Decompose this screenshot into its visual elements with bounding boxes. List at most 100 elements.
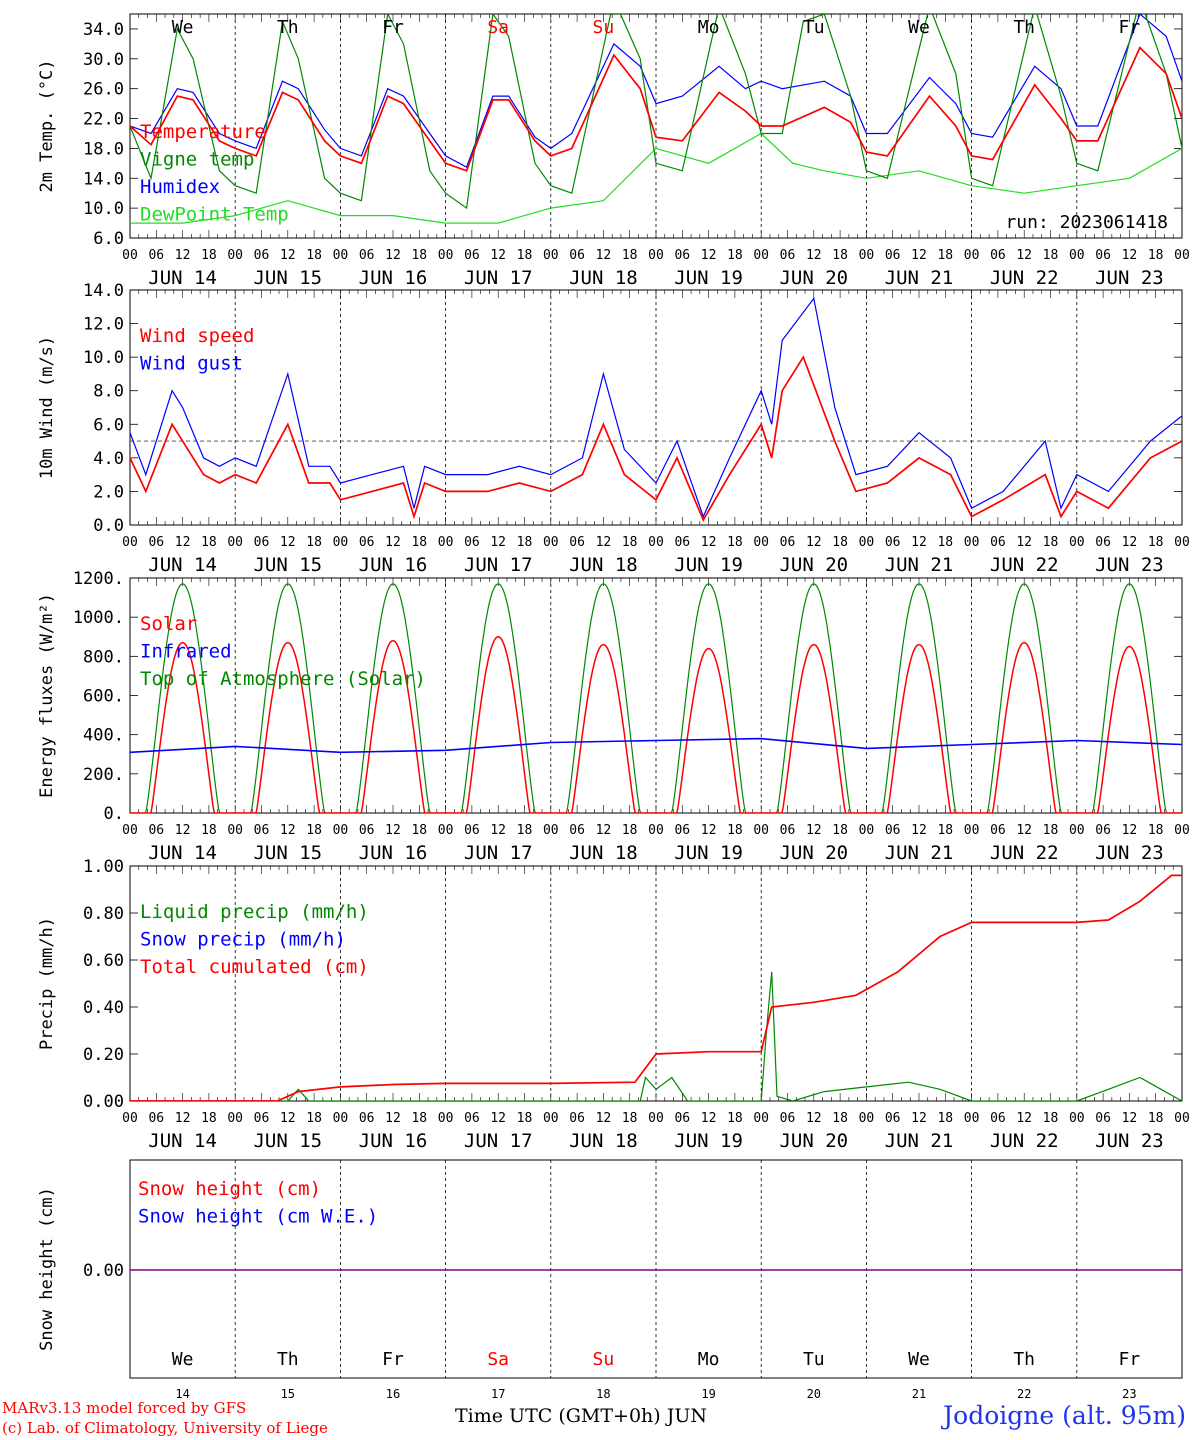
hour-tick-label: 18 [306, 535, 322, 550]
hour-tick-label: 12 [911, 1111, 927, 1126]
day-number-label: 21 [912, 1387, 926, 1401]
hour-tick-label: 00 [753, 535, 769, 550]
panel-4: 0.00 0.20 0.40 0.60 0.80 1.00 Precip (mm/h) 00 0… [37, 857, 1190, 1152]
day-number-label: 23 [1122, 1387, 1136, 1401]
hour-tick-label: 00 [1174, 248, 1190, 263]
hour-tick-label: 06 [464, 535, 480, 550]
hour-tick-label: 06 [780, 823, 796, 838]
hour-tick-label: 06 [254, 823, 270, 838]
day-number-label: 22 [1017, 1387, 1031, 1401]
hour-tick-label: 00 [333, 1111, 349, 1126]
date-label: JUN 17 [464, 267, 533, 289]
hour-tick-label: 12 [175, 823, 191, 838]
date-label: JUN 14 [148, 554, 217, 576]
hour-tick-label: 00 [964, 248, 980, 263]
y-tick-label: 0.60 [83, 951, 124, 971]
weekday-label-top: We [172, 17, 194, 38]
hour-tick-label: 00 [1069, 535, 1085, 550]
hour-tick-label: 12 [175, 1111, 191, 1126]
day-number-label: 20 [807, 1387, 821, 1401]
date-label: JUN 15 [253, 554, 322, 576]
hour-tick-label: 12 [911, 248, 927, 263]
weekday-label-bottom: Su [593, 1349, 615, 1370]
hour-tick-label: 18 [727, 535, 743, 550]
hour-tick-label: 12 [806, 1111, 822, 1126]
hour-tick-label: 06 [674, 823, 690, 838]
y-tick-label: 18.0 [83, 139, 124, 159]
hour-tick-label: 00 [438, 823, 454, 838]
day-number-label: 19 [701, 1387, 715, 1401]
hour-tick-label: 12 [175, 535, 191, 550]
data-layer [130, 583, 1182, 813]
hour-tick-label: 06 [464, 1111, 480, 1126]
hour-tick-label: 18 [517, 535, 533, 550]
legend-entry: Wind speed [140, 325, 254, 347]
legend-entry: Solar [140, 613, 197, 635]
date-label: JUN 20 [779, 1130, 848, 1152]
y-tick-label: 600. [83, 687, 124, 707]
hour-tick-label: 12 [596, 1111, 612, 1126]
hour-tick-label: 06 [254, 248, 270, 263]
hour-tick-label: 06 [1095, 535, 1111, 550]
hour-tick-label: 18 [1043, 823, 1059, 838]
hour-tick-label: 18 [1043, 535, 1059, 550]
hour-tick-label: 00 [543, 535, 559, 550]
date-label: JUN 18 [569, 554, 638, 576]
hour-tick-label: 00 [122, 248, 138, 263]
hour-tick-label: 18 [517, 1111, 533, 1126]
weekday-label-bottom: Th [277, 1349, 299, 1370]
hour-tick-label: 12 [596, 535, 612, 550]
hour-tick-label: 06 [780, 248, 796, 263]
hour-tick-label: 00 [122, 823, 138, 838]
series-wind-gust [130, 296, 1182, 519]
date-label: JUN 18 [569, 267, 638, 289]
y-tick-label: 34.0 [83, 20, 124, 40]
hour-tick-label: 18 [1148, 535, 1164, 550]
date-label: JUN 21 [885, 554, 954, 576]
hour-tick-label: 00 [859, 248, 875, 263]
y-tick-label: 12.0 [83, 315, 124, 335]
y-tick-label: 0.00 [83, 1092, 124, 1112]
hour-tick-label: 12 [175, 248, 191, 263]
hour-tick-label: 18 [306, 823, 322, 838]
weekday-label-top: We [908, 17, 930, 38]
hour-tick-label: 18 [411, 248, 427, 263]
date-label: JUN 18 [569, 1130, 638, 1152]
hour-tick-label: 00 [1069, 248, 1085, 263]
day-number-label: 17 [491, 1387, 505, 1401]
y-tick-label: 2.0 [93, 482, 124, 502]
hour-tick-label: 06 [990, 535, 1006, 550]
hour-tick-label: 18 [622, 535, 638, 550]
legend-entry: Liquid precip (mm/h) [140, 901, 369, 923]
hour-tick-label: 00 [1069, 823, 1085, 838]
hour-tick-label: 12 [701, 248, 717, 263]
hour-tick-label: 00 [122, 535, 138, 550]
hour-tick-label: 18 [937, 248, 953, 263]
hour-tick-label: 18 [517, 248, 533, 263]
y-tick-label: 0. [104, 804, 124, 824]
date-label: JUN 16 [359, 554, 428, 576]
run-label: run: 2023061418 [1005, 212, 1168, 233]
hour-tick-label: 12 [1016, 823, 1032, 838]
date-label: JUN 16 [359, 842, 428, 864]
y-tick-label: 0.0 [93, 516, 124, 536]
date-label: JUN 16 [359, 267, 428, 289]
hour-tick-label: 00 [1174, 535, 1190, 550]
hour-tick-label: 12 [490, 248, 506, 263]
hour-tick-label: 12 [596, 823, 612, 838]
hour-tick-label: 12 [385, 823, 401, 838]
hour-tick-label: 18 [1148, 248, 1164, 263]
series-liquid-precip-mm-h [130, 971, 1182, 1101]
y-axis-label: Precip (mm/h) [37, 917, 57, 1050]
day-number-label: 18 [596, 1387, 610, 1401]
weekday-label-bottom: Fr [382, 1349, 404, 1370]
legend-entry: DewPoint Temp [140, 204, 289, 226]
series-total-cumulated-cm [130, 874, 1182, 1101]
hour-tick-label: 06 [885, 535, 901, 550]
hour-tick-label: 00 [1069, 1111, 1085, 1126]
hour-tick-label: 06 [359, 535, 375, 550]
hour-tick-label: 12 [280, 248, 296, 263]
y-tick-label: 14.0 [83, 169, 124, 189]
hour-tick-label: 12 [490, 823, 506, 838]
hour-tick-label: 18 [517, 823, 533, 838]
